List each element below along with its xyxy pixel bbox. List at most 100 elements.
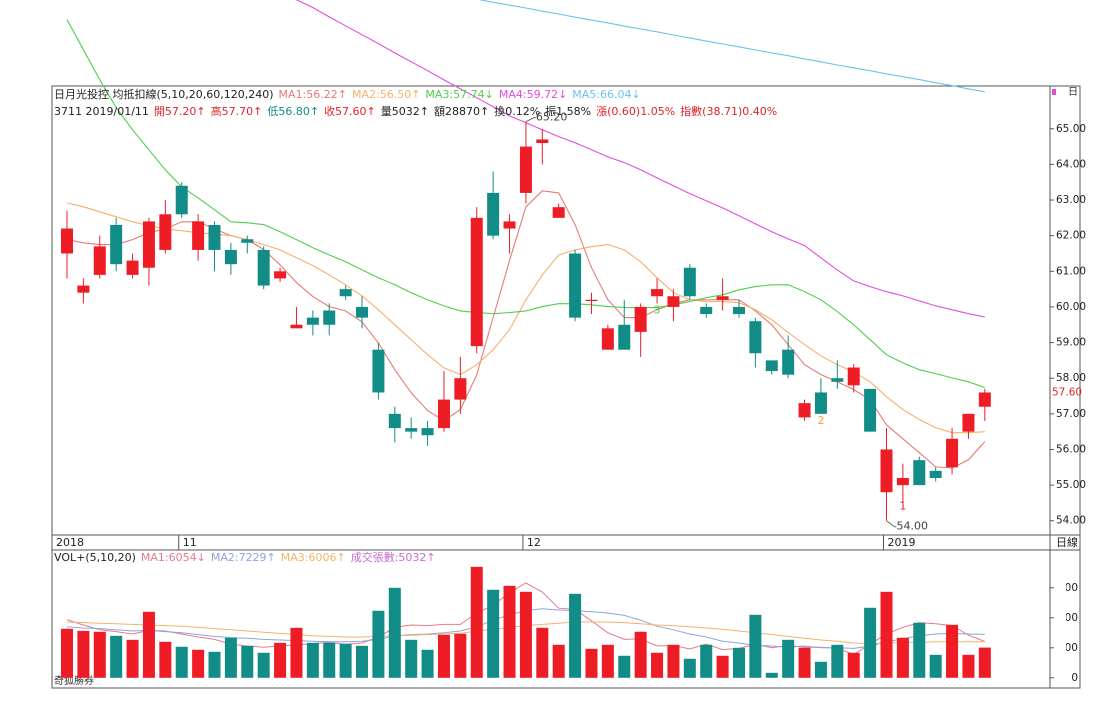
legend-text: MA5:66.04↓ <box>572 88 640 101</box>
candle-body <box>651 289 664 297</box>
candle-body <box>962 413 975 432</box>
volume-bar <box>487 589 500 678</box>
legend-text: 3711 2019/01/11 <box>54 105 149 118</box>
candle-body <box>896 477 909 486</box>
volume-bar <box>552 644 565 678</box>
volume-bar <box>634 631 647 678</box>
candle-body <box>487 192 500 236</box>
legend-text: MA3:6006↑ <box>281 551 346 564</box>
volume-bar <box>241 645 254 678</box>
candle-body <box>241 239 254 243</box>
volume-bar <box>61 628 73 678</box>
y-tick-label: 59.00 <box>1056 337 1086 349</box>
candle-body <box>978 392 991 407</box>
legend-text: 漲(0.60)1.05% <box>596 105 675 118</box>
legend-text: 日月光投控 均抵扣線(5,10,20,60,120,240) <box>54 87 274 101</box>
candle-body <box>864 388 877 432</box>
legend-text: MA3:57.74↓ <box>425 88 493 101</box>
frame <box>51 85 1081 689</box>
volume-bar <box>93 631 106 678</box>
volume-bar <box>978 647 991 678</box>
volume-bar <box>110 635 123 678</box>
volume-bar <box>716 655 729 678</box>
candle-body <box>929 470 942 478</box>
volume-bar <box>651 652 664 678</box>
candle-body <box>585 299 598 302</box>
candle-body <box>519 146 532 193</box>
legend-text: MA1:6054↓ <box>141 551 206 564</box>
volume-bar <box>880 591 893 678</box>
volume-bar <box>749 614 762 678</box>
candle-body <box>503 221 516 229</box>
candle-body <box>323 310 336 325</box>
corner-label: 日 <box>1068 87 1078 98</box>
volume-bar <box>454 633 467 678</box>
candle-body <box>946 438 959 468</box>
volume-bar <box>323 642 336 678</box>
volume-bar <box>437 634 450 678</box>
y-tick-label: 64.00 <box>1056 158 1086 170</box>
candle-body <box>339 289 352 297</box>
volume-bar <box>847 652 860 678</box>
x-tick-label: 2019 <box>888 536 916 549</box>
candle-body <box>454 378 467 400</box>
candle-body <box>880 449 893 493</box>
volume-bar <box>601 644 614 678</box>
candle-body <box>749 321 762 354</box>
y-tick-label: 65.00 <box>1056 123 1086 135</box>
legend-text: 指數(38.71)0.40% <box>680 104 777 118</box>
volume-bar <box>290 627 303 678</box>
x-tick-label: 11 <box>183 536 197 549</box>
candle-body <box>732 306 745 315</box>
volume-bar <box>814 661 827 678</box>
candle-body <box>765 360 778 372</box>
legend-text: 開57.20↑ <box>154 105 206 118</box>
y-tick-label: 5000 <box>1051 642 1078 654</box>
price-lines <box>66 0 986 469</box>
y-tick-label: 55.00 <box>1056 479 1086 491</box>
candle-body <box>831 378 844 382</box>
candle-body <box>224 249 237 265</box>
candle-body <box>290 324 303 329</box>
last-price-label: 57.60 <box>1052 386 1082 398</box>
volume-bar <box>831 644 844 678</box>
volume-bar <box>618 655 631 678</box>
period-label: 日線 <box>1056 535 1078 549</box>
legend-text: MA1:56.22↑ <box>279 88 347 101</box>
candle-body <box>306 317 319 325</box>
candle-body <box>77 285 90 293</box>
volume-bar <box>732 647 745 678</box>
y-tick-label: 56.00 <box>1056 443 1086 455</box>
legend-text: MA2:7229↑ <box>211 551 276 564</box>
y-tick-label: 10000 <box>1045 612 1078 624</box>
volume-bar <box>683 658 696 678</box>
legend-text: VOL+(5,10,20) <box>54 551 136 564</box>
candle-body <box>93 246 106 275</box>
candle-body <box>421 428 434 436</box>
candle-body <box>192 221 205 250</box>
volume-axis: 0 5000 10000 15000 <box>1045 582 1078 684</box>
candle-body <box>569 253 582 318</box>
volume-bar <box>667 644 680 678</box>
legend-text: MA2:56.50↑ <box>352 88 420 101</box>
ma-line <box>478 0 985 93</box>
candle-body <box>126 260 139 275</box>
volume-bar <box>421 649 434 678</box>
ma-line <box>66 190 986 469</box>
volume-bar <box>962 654 975 678</box>
volume-bar <box>864 607 877 678</box>
x-tick-label: 12 <box>527 536 541 549</box>
candle-body <box>700 306 713 315</box>
volume-bar <box>782 639 795 678</box>
volume-bar <box>339 643 352 678</box>
volume-bar <box>126 639 139 678</box>
annotation: 65.20 <box>536 111 568 124</box>
volume-bar <box>929 654 942 678</box>
annotation-marker: 2 <box>817 414 824 427</box>
y-tick-label: 61.00 <box>1056 265 1086 277</box>
volume-bar <box>569 593 582 678</box>
volume-bar <box>77 630 90 678</box>
corner-icon <box>1052 89 1056 95</box>
volume-bar <box>585 648 598 678</box>
candle-body <box>847 367 860 386</box>
